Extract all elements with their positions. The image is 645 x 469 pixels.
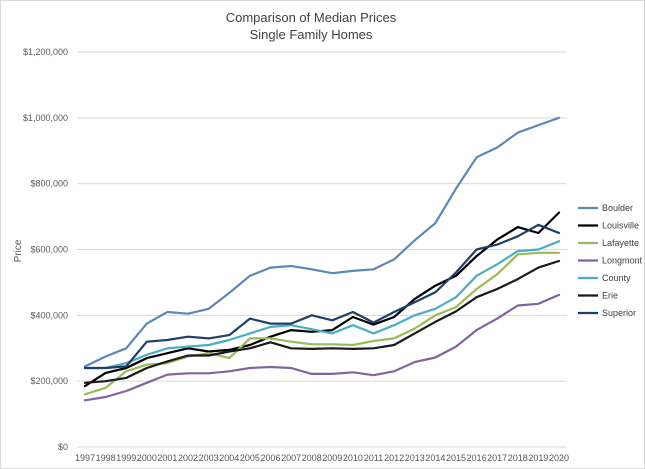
- legend-label: Superior: [602, 308, 636, 318]
- y-tick-label: $1,200,000: [23, 47, 68, 57]
- x-axis-ticks: 1997 1998 1999 2000 2001 2002 2003 2004 2005 2006…: [75, 453, 569, 463]
- x-tick-label: 2008: [302, 453, 322, 463]
- series-lines: [83, 116, 561, 402]
- x-tick-label: 2017: [487, 453, 507, 463]
- x-tick-label: 2000: [137, 453, 157, 463]
- x-tick-label: 2012: [384, 453, 404, 463]
- x-tick-label: 2004: [219, 453, 239, 463]
- series-line-erie: [83, 259, 561, 384]
- legend-label: Boulder: [602, 203, 633, 213]
- y-axis-label: Price: [13, 239, 24, 262]
- series-line-louisville: [83, 211, 561, 388]
- y-tick-label: $400,000: [30, 310, 68, 320]
- x-tick-label: 2018: [508, 453, 528, 463]
- y-axis-ticks: $0 $200,000 $400,000 $600,000 $800,000 $1,000…: [23, 47, 68, 452]
- legend-label: Longmont: [602, 256, 643, 266]
- x-tick-label: 2001: [157, 453, 177, 463]
- x-tick-label: 2016: [467, 453, 487, 463]
- x-tick-label: 2003: [199, 453, 219, 463]
- x-tick-label: 2009: [322, 453, 342, 463]
- x-tick-label: 2013: [405, 453, 425, 463]
- gridlines: [77, 51, 567, 448]
- x-tick-label: 1999: [116, 453, 136, 463]
- x-tick-label: 2011: [364, 453, 383, 463]
- series-line-county: [83, 240, 561, 370]
- x-tick-label: 2020: [549, 453, 569, 463]
- x-tick-label: 2010: [343, 453, 363, 463]
- legend-label: Erie: [602, 291, 618, 301]
- x-tick-label: 2005: [240, 453, 260, 463]
- chart-title: Comparison of Median Prices: [226, 10, 397, 25]
- x-tick-label: 2006: [260, 453, 280, 463]
- x-tick-label: 1997: [75, 453, 95, 463]
- y-tick-label: $800,000: [30, 179, 68, 189]
- y-tick-label: $600,000: [30, 245, 68, 255]
- y-tick-label: $1,000,000: [23, 113, 68, 123]
- y-tick-label: $0: [58, 442, 68, 452]
- legend-label: Louisville: [602, 221, 639, 231]
- x-tick-label: 1998: [96, 453, 116, 463]
- x-tick-label: 2015: [446, 453, 466, 463]
- x-tick-label: 2002: [178, 453, 198, 463]
- chart-subtitle: Single Family Homes: [250, 27, 373, 42]
- series-line-longmont: [83, 293, 561, 402]
- x-tick-label: 2007: [281, 453, 301, 463]
- x-tick-label: 2014: [425, 453, 445, 463]
- legend: Boulder Louisville Lafayette Longmont County…: [578, 203, 643, 318]
- legend-label: Lafayette: [602, 238, 639, 248]
- y-tick-label: $200,000: [30, 376, 68, 386]
- series-line-superior: [83, 223, 561, 370]
- x-tick-label: 2019: [528, 453, 548, 463]
- legend-label: County: [602, 273, 631, 283]
- series-line-boulder: [83, 116, 561, 368]
